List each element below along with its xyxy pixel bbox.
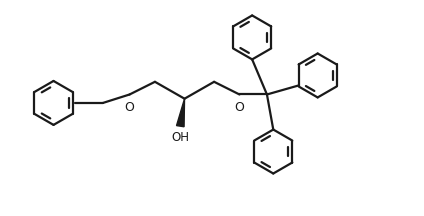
- Text: O: O: [234, 101, 244, 114]
- Text: O: O: [125, 101, 134, 114]
- Polygon shape: [176, 99, 184, 127]
- Text: OH: OH: [171, 131, 189, 144]
